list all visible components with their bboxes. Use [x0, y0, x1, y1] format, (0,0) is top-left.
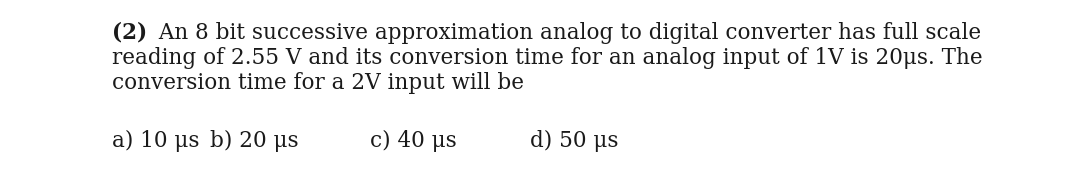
Text: b) 20 μs: b) 20 μs — [210, 130, 299, 152]
Text: d) 50 μs: d) 50 μs — [530, 130, 619, 152]
Text: An 8 bit successive approximation analog to digital converter has full scale: An 8 bit successive approximation analog… — [152, 22, 981, 44]
Text: reading of 2.55 V and its conversion time for an analog input of 1V is 20μs. The: reading of 2.55 V and its conversion tim… — [112, 47, 983, 69]
Text: c) 40 μs: c) 40 μs — [370, 130, 457, 152]
Text: (2): (2) — [112, 22, 147, 44]
Text: conversion time for a 2V input will be: conversion time for a 2V input will be — [112, 72, 524, 94]
Text: a) 10 μs: a) 10 μs — [112, 130, 200, 152]
